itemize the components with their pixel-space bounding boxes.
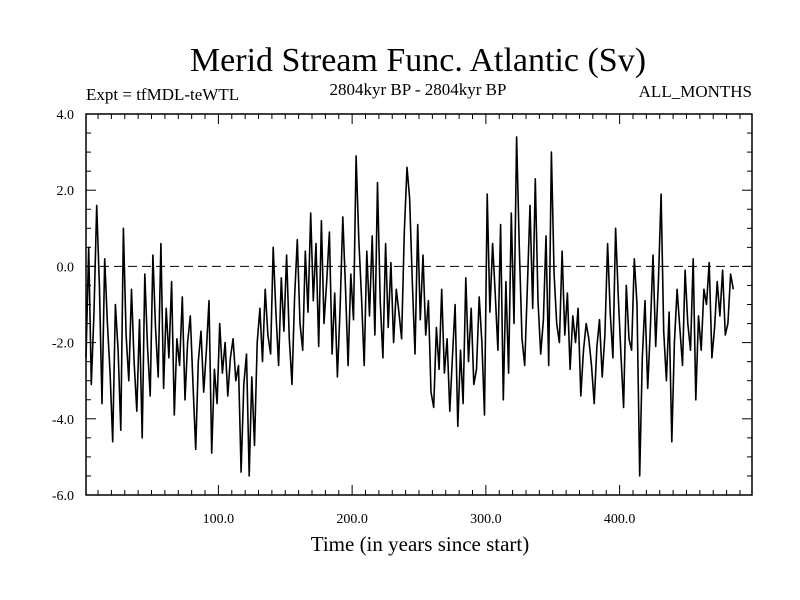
x-axis-label: Time (in years since start) <box>311 532 530 556</box>
y-tick-label: 4.0 <box>57 108 75 123</box>
y-tick-label: 2.0 <box>57 184 75 199</box>
y-tick-label: -2.0 <box>52 337 74 352</box>
months-label: ALL_MONTHS <box>639 82 752 101</box>
y-tick-label: -6.0 <box>52 489 74 504</box>
x-tick-label: 400.0 <box>604 512 636 527</box>
y-tick-label: -4.0 <box>52 413 74 428</box>
experiment-label: Expt = tfMDL-teWTL <box>86 85 239 104</box>
axis-tick-labels: -6.0 -4.0 -2.0 0.0 2.0 4.0 100.0 200.0 300.0 400.… <box>52 108 636 527</box>
y-tick-label: 0.0 <box>57 260 75 275</box>
chart-title: Merid Stream Func. Atlantic (Sv) <box>190 42 646 79</box>
x-tick-label: 300.0 <box>470 512 502 527</box>
data-series-line <box>85 136 735 477</box>
axis-ticks <box>86 113 752 496</box>
plot-frame <box>85 113 753 496</box>
period-label: 2804kyr BP - 2804kyr BP <box>330 80 507 99</box>
x-tick-label: 200.0 <box>336 512 368 527</box>
x-tick-label: 100.0 <box>203 512 235 527</box>
